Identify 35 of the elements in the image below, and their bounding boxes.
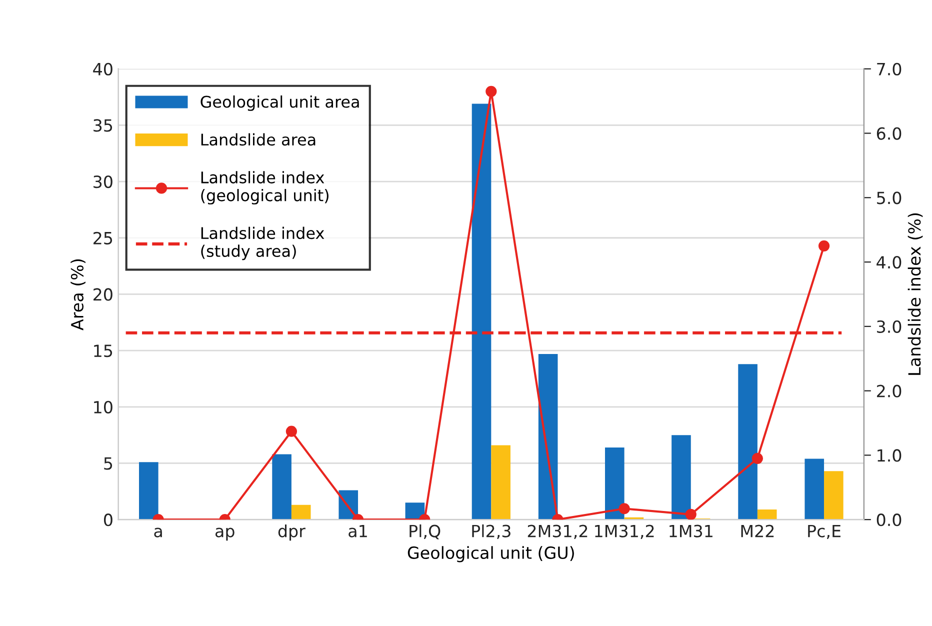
y-tick-label: 5	[104, 457, 112, 470]
x-tick-label: Pl,Q	[410, 524, 440, 540]
x-tick-label: M22	[741, 524, 774, 538]
y2-tick-label: 3.0	[877, 320, 902, 333]
y-tick-label: 30	[94, 176, 112, 188]
x-tick-label: dpr	[278, 524, 306, 541]
x-tick-label: 1M31	[670, 524, 712, 538]
y-tick-label: 40	[93, 62, 112, 76]
y2-tick-label: 7.0	[877, 62, 902, 76]
legend-label: Landslide area	[201, 133, 316, 146]
y2-tick-label: 6.0	[876, 127, 902, 140]
legend-label: Landslide index (geological unit)	[201, 171, 328, 204]
y2-tick-label: 1.0	[878, 449, 902, 462]
x-tick-label: a	[154, 528, 162, 538]
y2-axis-title: Landslide index (%)	[908, 213, 923, 375]
y2-tick-label: 4.0	[876, 256, 902, 269]
y-tick-label: 10	[94, 400, 112, 414]
x-tick-label: Pl2,3	[472, 524, 510, 540]
y2-tick-label: 5.0	[877, 192, 902, 204]
y-tick-label: 35	[94, 119, 112, 132]
x-tick-label: ap	[215, 528, 234, 541]
x-tick-label: a1	[348, 524, 367, 538]
y-tick-label: 15	[94, 344, 112, 358]
y-tick-label: 0	[104, 514, 112, 526]
legend-label: Geological unit area	[200, 95, 359, 111]
y-tick-label: 25	[94, 232, 112, 244]
x-tick-label: Pc,E	[808, 524, 840, 540]
x-tick-label: 2M31,2	[528, 524, 588, 540]
y-axis-title: Area (%)	[70, 259, 86, 330]
y2-tick-label: 2.0	[876, 384, 902, 398]
y2-tick-label: 0.0	[876, 514, 902, 526]
x-tick-label: 1M31,2	[595, 524, 654, 540]
legend-label: Landslide index (study area)	[201, 226, 324, 260]
y-tick-label: 20	[94, 288, 112, 301]
x-axis-title: Geological unit (GU)	[408, 546, 574, 562]
